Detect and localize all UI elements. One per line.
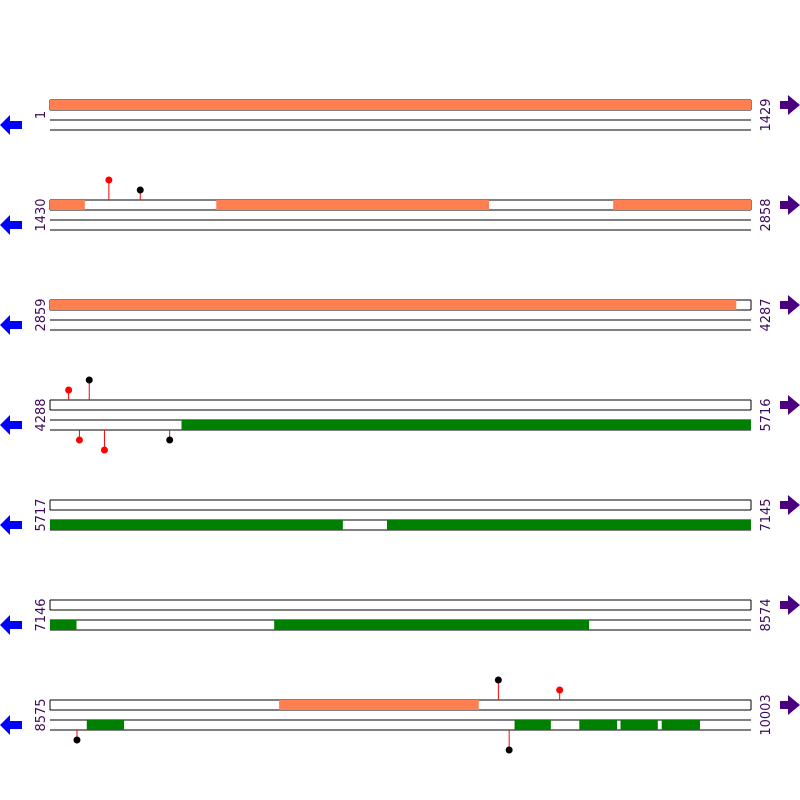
reverse-feature: [514, 720, 551, 730]
row-start-label: 7146: [34, 598, 49, 631]
site-marker: [166, 436, 174, 444]
forward-strand-arrow-icon: [780, 95, 800, 115]
reverse-strand-arrow-icon: [0, 315, 22, 335]
site-marker: [75, 436, 83, 444]
reverse-strand-arrow-icon: [0, 415, 22, 435]
forward-feature: [613, 200, 751, 210]
reverse-feature: [50, 520, 343, 530]
sequence-row: 1430 2858: [0, 176, 800, 235]
reverse-feature: [50, 620, 77, 630]
reverse-feature: [579, 720, 618, 730]
row-end-label: 7145: [759, 498, 774, 531]
site-marker: [85, 376, 93, 384]
row-start-label: 4288: [34, 398, 49, 431]
forward-strand-arrow-icon: [780, 695, 800, 715]
reverse-feature: [274, 620, 590, 630]
reverse-feature: [620, 720, 658, 730]
forward-strand-arrow-icon: [780, 495, 800, 515]
row-end-label: 4287: [759, 298, 774, 331]
row-end-label: 10003: [759, 694, 774, 735]
forward-feature: [50, 100, 751, 110]
reverse-feature: [661, 720, 700, 730]
reverse-strand-arrow-icon: [0, 515, 22, 535]
row-end-label: 2858: [759, 198, 774, 231]
row-end-label: 5716: [759, 398, 774, 431]
reverse-strand-arrow-icon: [0, 715, 22, 735]
reverse-feature: [181, 420, 752, 430]
forward-feature: [216, 200, 490, 210]
forward-strand-arrow-icon: [780, 295, 800, 315]
site-marker: [494, 676, 502, 684]
row-start-label: 1: [34, 111, 49, 119]
sequence-row: 2859 4287: [0, 295, 800, 335]
forward-feature: [279, 700, 479, 710]
forward-feature: [50, 200, 85, 210]
reverse-feature: [86, 720, 125, 730]
site-marker: [105, 176, 113, 184]
row-start-label: 1430: [34, 198, 49, 231]
reverse-feature: [387, 520, 751, 530]
site-marker: [100, 446, 108, 454]
forward-strand-arrow-icon: [780, 595, 800, 615]
sequence-row: 4288 5716: [0, 376, 800, 454]
sequence-row: 1 1429: [0, 95, 800, 135]
reverse-strand-arrow-icon: [0, 615, 22, 635]
site-marker: [73, 736, 81, 744]
row-start-label: 8575: [34, 698, 49, 731]
sequence-row: 7146 8574: [0, 595, 800, 635]
row-start-label: 2859: [34, 298, 49, 331]
site-marker: [65, 386, 73, 394]
row-start-label: 5717: [34, 498, 49, 531]
reverse-strand-arrow-icon: [0, 115, 22, 135]
sequence-row: 8575 10003: [0, 676, 800, 754]
site-marker: [136, 186, 144, 194]
row-end-label: 1429: [759, 98, 774, 131]
sequence-row: 5717 7145: [0, 495, 800, 535]
forward-strand-arrow-icon: [780, 395, 800, 415]
row-end-label: 8574: [759, 598, 774, 631]
site-marker: [556, 686, 564, 694]
reverse-strand-arrow-icon: [0, 215, 22, 235]
forward-feature: [50, 300, 737, 310]
site-marker: [505, 746, 513, 754]
forward-strand-arrow-icon: [780, 195, 800, 215]
